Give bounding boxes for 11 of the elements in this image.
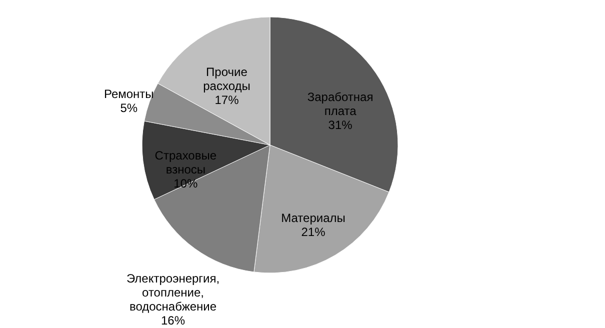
- data-label: 17%: [214, 92, 240, 107]
- slice-label: Материалы: [281, 211, 346, 226]
- slice-label: Прочие расходы: [203, 64, 250, 93]
- slice-label: Электроэнергия, отопление, водоснабжение: [126, 271, 220, 314]
- slice-label: Заработная плата: [307, 90, 374, 118]
- data-label: 31%: [328, 118, 353, 132]
- data-label: 5%: [120, 101, 138, 116]
- slice-label: Страховые взносы: [154, 148, 217, 177]
- data-label: 16%: [161, 313, 186, 328]
- slice-label: Ремонты: [104, 87, 154, 102]
- data-label: 21%: [301, 225, 326, 240]
